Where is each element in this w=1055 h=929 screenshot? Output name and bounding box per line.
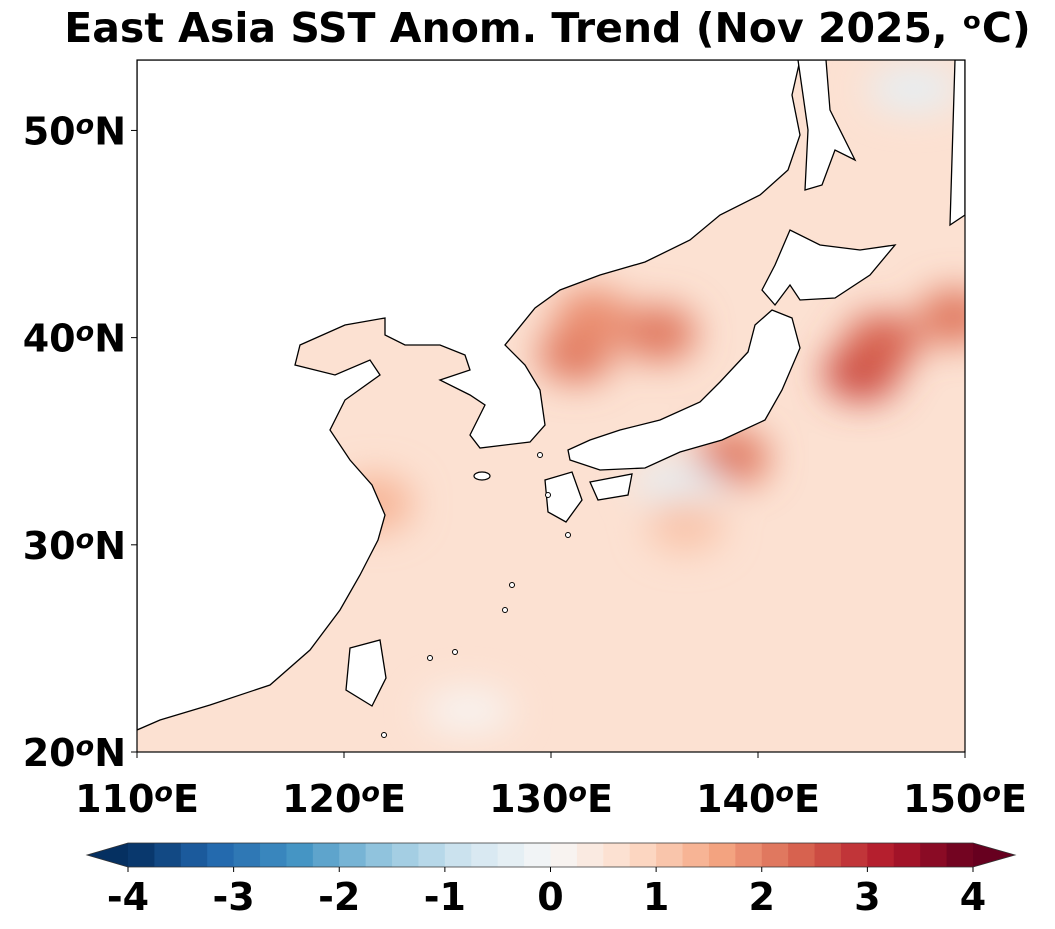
colorbar-bin [788, 843, 816, 867]
colorbar-bin [207, 843, 235, 867]
anomaly-blob [620, 305, 697, 362]
x-tick-label: 140oE [696, 777, 820, 821]
colorbar-bin [497, 843, 525, 867]
colorbar-bin [365, 843, 393, 867]
colorbar-bin [339, 843, 367, 867]
colorbar-bin [233, 843, 261, 867]
colorbar-bin [708, 843, 736, 867]
colorbar-bin [735, 843, 763, 867]
island [381, 732, 387, 738]
landmass-kamchatka [949, 60, 965, 227]
island [427, 655, 433, 661]
anomaly-blob [423, 688, 514, 733]
anomaly-blob [844, 313, 921, 370]
island [452, 649, 458, 655]
colorbar-tick-label: -2 [318, 875, 360, 919]
island [545, 492, 551, 498]
colorbar-tick-label: 0 [537, 875, 563, 919]
y-tick-label: 50oN [23, 109, 126, 153]
colorbar-bin [312, 843, 340, 867]
y-tick-label: 30oN [23, 524, 126, 568]
anomaly-blob [647, 496, 724, 553]
colorbar-bin [550, 843, 578, 867]
anomaly-blob [554, 288, 631, 345]
colorbar-tick-label: 4 [960, 875, 986, 919]
landmass-taiwan [345, 639, 387, 707]
landmass-sakhalin [797, 60, 857, 191]
colorbar-tick-label: 2 [749, 875, 775, 919]
colorbar-tick-label: 3 [854, 875, 880, 919]
landmass-shikoku [589, 473, 633, 501]
x-tick-label: 120oE [282, 777, 406, 821]
colorbar-bin [154, 843, 182, 867]
colorbar: -4 -3 -2 -1 0 1 2 3 4 [85, 842, 1017, 919]
colorbar-bin [524, 843, 552, 867]
colorbar-tick-label: -4 [107, 875, 149, 919]
colorbar-bin [418, 843, 446, 867]
anomaly-blob [634, 462, 725, 507]
colorbar-tick-label: 1 [643, 875, 669, 919]
colorbar-bin [471, 843, 499, 867]
colorbar-bin [867, 843, 895, 867]
land-mask [137, 60, 965, 738]
anomaly-blob [868, 67, 959, 112]
landmass-honshu [567, 309, 801, 471]
landmass-hokkaido [761, 229, 897, 307]
x-tick-label: 110oE [75, 777, 199, 821]
colorbar-bin [128, 843, 156, 867]
anomaly-field [337, 67, 965, 733]
colorbar-bin [920, 843, 948, 867]
colorbar-tick-label: -1 [424, 875, 466, 919]
island [502, 607, 508, 613]
x-tick-label: 150oE [903, 777, 1027, 821]
landmass-jeju [473, 471, 491, 481]
landmass-mainland [137, 60, 801, 731]
colorbar-extend-min [87, 843, 128, 867]
landmass-kyushu [544, 471, 583, 523]
colorbar-bin [444, 843, 472, 867]
colorbar-bin [603, 843, 631, 867]
colorbar-bin [656, 843, 684, 867]
chart-title: East Asia SST Anom. Trend (Nov 2025, ᵒC) [64, 4, 1031, 52]
colorbar-bin [761, 843, 789, 867]
island [565, 532, 571, 538]
colorbar-bin [814, 843, 842, 867]
colorbar-extend-max [973, 843, 1015, 867]
x-tick-label: 130oE [489, 777, 613, 821]
colorbar-bin [286, 843, 314, 867]
colorbar-bin [629, 843, 657, 867]
colorbar-bin [392, 843, 420, 867]
colorbar-bin [840, 843, 868, 867]
colorbar-bin [260, 843, 288, 867]
y-tick-label: 40oN [23, 317, 126, 361]
colorbar-tick-label: -3 [213, 875, 255, 919]
colorbar-bin [893, 843, 921, 867]
colorbar-bin [682, 843, 710, 867]
island [509, 582, 515, 588]
y-tick-label: 20oN [23, 731, 126, 775]
colorbar-bin [180, 843, 208, 867]
colorbar-bin [576, 843, 604, 867]
island [537, 452, 543, 458]
colorbar-bin [946, 843, 974, 867]
anomaly-blob [916, 288, 965, 345]
